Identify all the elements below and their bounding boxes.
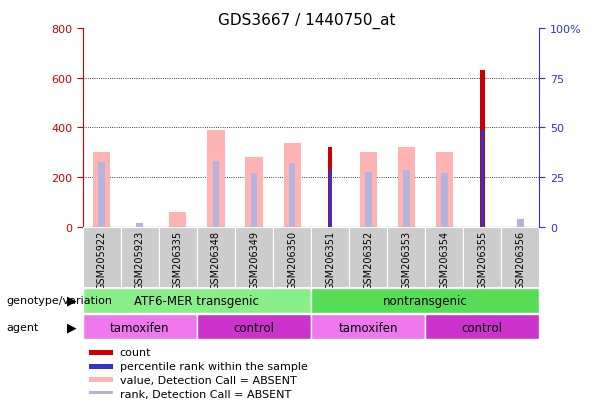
Text: ▶: ▶ <box>67 294 77 307</box>
Text: ATF6-MER transgenic: ATF6-MER transgenic <box>134 294 259 307</box>
Text: GSM206354: GSM206354 <box>440 230 449 289</box>
Text: genotype/variation: genotype/variation <box>6 295 112 306</box>
Bar <box>311 288 539 313</box>
Bar <box>251 174 257 227</box>
Text: value, Detection Call = ABSENT: value, Detection Call = ABSENT <box>120 375 297 385</box>
Bar <box>480 71 485 227</box>
Bar <box>360 153 377 227</box>
Text: agent: agent <box>6 322 39 332</box>
Bar <box>213 161 219 227</box>
Bar <box>89 377 113 382</box>
Bar <box>89 364 113 369</box>
Bar <box>463 227 501 287</box>
Bar <box>93 153 110 227</box>
Bar <box>328 148 332 227</box>
Bar <box>89 392 113 396</box>
Text: tamoxifen: tamoxifen <box>338 321 398 334</box>
Text: ▶: ▶ <box>67 321 77 334</box>
Bar <box>349 227 387 287</box>
Bar <box>403 170 409 227</box>
Bar <box>159 227 197 287</box>
Bar <box>481 131 484 227</box>
Text: GSM206352: GSM206352 <box>363 230 373 289</box>
Bar <box>245 158 262 227</box>
Text: GSM206355: GSM206355 <box>478 230 487 289</box>
Text: count: count <box>120 347 151 357</box>
Bar <box>289 164 295 227</box>
Text: GSM206351: GSM206351 <box>325 230 335 289</box>
Text: percentile rank within the sample: percentile rank within the sample <box>120 361 308 371</box>
Bar <box>283 144 300 227</box>
Bar <box>329 170 332 227</box>
Text: GSM206348: GSM206348 <box>211 230 221 289</box>
Bar <box>121 227 159 287</box>
Bar <box>387 227 425 287</box>
Bar <box>83 288 311 313</box>
Bar <box>311 227 349 287</box>
Text: control: control <box>234 321 275 334</box>
Bar <box>517 220 524 227</box>
Text: tamoxifen: tamoxifen <box>110 321 170 334</box>
Bar <box>425 227 463 287</box>
Bar <box>89 350 113 355</box>
Bar <box>501 227 539 287</box>
Text: GDS3667 / 1440750_at: GDS3667 / 1440750_at <box>218 12 395 28</box>
Bar <box>197 227 235 287</box>
Bar <box>273 227 311 287</box>
Text: GSM206350: GSM206350 <box>287 230 297 289</box>
Bar <box>98 163 105 227</box>
Bar <box>436 153 453 227</box>
Bar <box>137 223 143 227</box>
Bar <box>207 131 224 227</box>
Text: rank, Detection Call = ABSENT: rank, Detection Call = ABSENT <box>120 389 291 399</box>
Text: GSM206353: GSM206353 <box>402 230 411 289</box>
Bar <box>83 227 121 287</box>
Bar <box>197 315 311 339</box>
Text: GSM206335: GSM206335 <box>173 230 183 289</box>
Bar <box>441 174 447 227</box>
Text: GSM205923: GSM205923 <box>135 230 145 289</box>
Bar <box>169 212 186 227</box>
Text: nontransgenic: nontransgenic <box>383 294 468 307</box>
Bar <box>235 227 273 287</box>
Text: GSM206356: GSM206356 <box>516 230 525 289</box>
Text: control: control <box>462 321 503 334</box>
Text: GSM205922: GSM205922 <box>97 230 107 290</box>
Bar <box>83 315 197 339</box>
Bar <box>425 315 539 339</box>
Bar <box>365 173 371 227</box>
Bar <box>311 315 425 339</box>
Bar <box>398 148 415 227</box>
Text: GSM206349: GSM206349 <box>249 230 259 289</box>
